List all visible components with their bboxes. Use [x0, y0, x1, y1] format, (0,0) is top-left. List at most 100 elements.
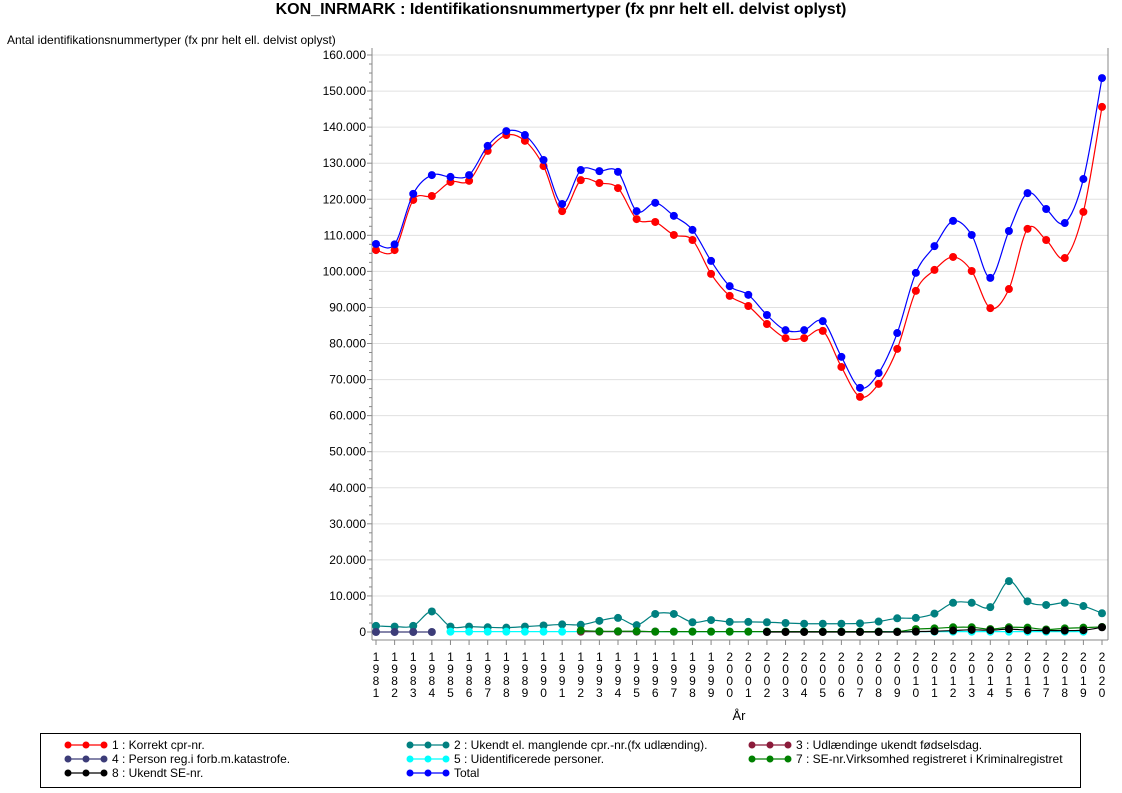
data-point	[688, 225, 697, 234]
y-tick-label: 10.000	[329, 589, 366, 603]
data-point	[744, 617, 753, 626]
data-point	[800, 334, 809, 343]
x-tick-digit: 7	[671, 686, 678, 700]
data-point	[390, 628, 399, 636]
data-point	[837, 619, 846, 628]
data-point	[800, 619, 809, 628]
x-tick-digit: 4	[801, 686, 808, 700]
data-point	[1023, 626, 1032, 635]
data-point	[1042, 204, 1051, 213]
data-point	[614, 613, 622, 622]
data-point	[669, 211, 678, 220]
x-tick-digit: 0	[838, 662, 845, 676]
x-tick-digit: 0	[857, 662, 864, 676]
x-tick-digit: 1	[931, 686, 938, 700]
x-tick-digit: 8	[373, 674, 380, 688]
x-tick-digit: 2	[950, 650, 957, 664]
legend: 1 : Korrekt cpr-nr. 2 : Ukendt el. mangle…	[40, 733, 1081, 788]
x-tick-digit: 0	[838, 674, 845, 688]
x-tick-digit: 1	[577, 650, 584, 664]
plot-area	[372, 74, 1106, 636]
x-tick-digit: 1	[391, 650, 398, 664]
x-tick-digit: 9	[540, 662, 547, 676]
x-tick-digit: 0	[726, 686, 733, 700]
data-point	[427, 192, 436, 201]
data-point	[707, 269, 716, 278]
x-tick-digit: 8	[522, 674, 529, 688]
data-point	[781, 628, 790, 636]
x-tick-digit: 5	[633, 686, 640, 700]
x-tick-digit: 1	[987, 674, 994, 688]
x-tick-digit: 2	[931, 650, 938, 664]
x-tick-digit: 1	[429, 650, 436, 664]
y-tick-label: 70.000	[329, 373, 366, 387]
data-point	[595, 167, 604, 176]
x-tick-digit: 9	[708, 686, 715, 700]
data-point	[595, 616, 604, 625]
data-point	[893, 628, 902, 636]
x-tick-digit: 3	[410, 686, 417, 700]
series-7	[372, 74, 1106, 392]
data-point	[651, 609, 660, 618]
x-tick-digit: 6	[466, 686, 473, 700]
legend-marker	[442, 741, 450, 749]
x-tick-digit: 9	[466, 662, 473, 676]
x-tick-digit: 0	[931, 662, 938, 676]
x-tick-digit: 8	[484, 674, 491, 688]
data-point	[632, 621, 641, 630]
data-point	[725, 627, 734, 636]
x-tick-digit: 2	[726, 650, 733, 664]
legend-marker	[100, 769, 108, 777]
data-point	[781, 326, 790, 335]
data-point	[688, 236, 697, 245]
x-tick-digit: 9	[615, 674, 622, 688]
data-point	[762, 628, 771, 636]
x-tick-digit: 0	[764, 662, 771, 676]
x-tick-digit: 9	[447, 662, 454, 676]
x-axis: 1 9 8 11 9 8 21 9 8 31 9 8 41 9 8 51 9 8 61 9 8 71 9 8 81 9 8 91 9 9 0…	[372, 48, 1109, 700]
data-point	[800, 628, 809, 636]
legend-marker	[442, 755, 450, 763]
data-point	[707, 256, 716, 265]
x-tick-digit: 9	[708, 662, 715, 676]
data-point	[1098, 623, 1106, 632]
data-point	[558, 627, 567, 636]
x-tick-digit: 9	[596, 662, 603, 676]
x-tick-digit: 1	[615, 650, 622, 664]
x-tick-digit: 8	[410, 674, 417, 688]
x-tick-digit: 0	[950, 662, 957, 676]
data-point	[688, 618, 697, 627]
data-point	[520, 136, 529, 145]
legend-label: 2 : Ukendt el. manglende cpr.-nr.(fx udl…	[454, 738, 707, 752]
data-point	[614, 627, 622, 636]
y-tick-label: 90.000	[329, 300, 366, 314]
x-tick-digit: 0	[801, 662, 808, 676]
x-tick-digit: 8	[429, 674, 436, 688]
x-tick-digit: 0	[1043, 662, 1050, 676]
series-line	[375, 77, 1103, 389]
x-tick-digit: 0	[987, 662, 994, 676]
x-tick-digit: 5	[819, 686, 826, 700]
legend-marker	[64, 755, 72, 763]
data-point	[800, 326, 809, 335]
legend-marker	[64, 769, 72, 777]
y-tick-label: 30.000	[329, 517, 366, 531]
data-point	[372, 246, 380, 255]
data-point	[483, 627, 492, 636]
data-point	[725, 282, 734, 291]
data-point	[967, 625, 976, 634]
data-point	[949, 216, 958, 225]
legend-item: 4 : Person reg.i forb.m.katastrofe.	[64, 752, 290, 766]
x-tick-digit: 0	[801, 674, 808, 688]
x-tick-digit: 6	[838, 686, 845, 700]
